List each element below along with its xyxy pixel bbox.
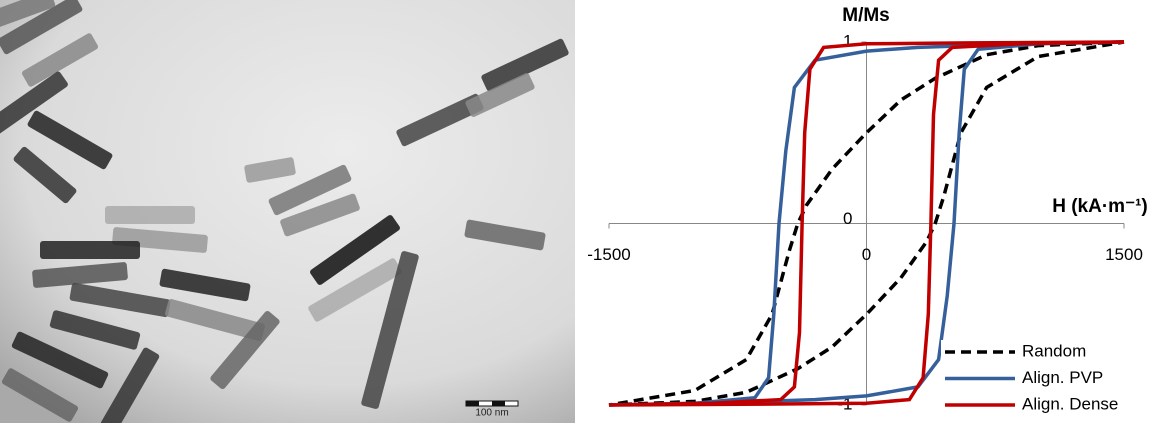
nanorod (1, 368, 79, 422)
nanorod (396, 93, 484, 147)
nanorod (100, 347, 160, 428)
nanorod (49, 310, 141, 350)
nanorod (308, 258, 402, 322)
legend-label: Align. Dense (1022, 394, 1118, 413)
x-tick-label: 0 (862, 245, 871, 264)
x-axis-label: H (kA·m⁻¹) (1052, 196, 1148, 217)
nanorods (0, 0, 569, 428)
nanorod (13, 146, 77, 204)
nanorod (11, 331, 109, 389)
nanorod (21, 33, 99, 87)
x-tick-label: -1500 (587, 245, 630, 264)
nanorod (310, 215, 400, 285)
nanorod (210, 310, 280, 390)
legend-label: Random (1022, 341, 1086, 360)
y-tick-label: 0 (843, 209, 852, 228)
scale-bar-label: 100 nm (475, 408, 508, 419)
nanorod (361, 251, 419, 409)
nanorod (32, 262, 128, 288)
nanorod (159, 268, 251, 302)
nanorod (464, 219, 546, 251)
nanorod (27, 110, 113, 170)
x-tick-label: 1500 (1105, 245, 1143, 264)
legend-label: Align. PVP (1022, 368, 1103, 387)
legend-bg (941, 340, 1156, 364)
micrograph (0, 0, 575, 423)
nanorod (280, 193, 360, 237)
nanorod (105, 206, 195, 224)
y-tick-label: 1 (843, 31, 852, 50)
nanorod (0, 0, 83, 55)
scale-bar-seg (466, 401, 479, 406)
scale-bar: 100 nm (465, 400, 519, 419)
nanorod (481, 38, 569, 92)
nanorod (165, 299, 265, 341)
loop (608, 40, 1125, 407)
nanorod (40, 241, 140, 259)
y-axis-label: M/Ms (842, 5, 890, 26)
nanorod (465, 73, 535, 117)
nanorod (244, 157, 296, 183)
nanorod (268, 164, 352, 216)
nanorod (0, 71, 68, 139)
scale-bar-seg (492, 401, 505, 406)
nanorod (0, 0, 56, 30)
nanorod (69, 282, 171, 318)
